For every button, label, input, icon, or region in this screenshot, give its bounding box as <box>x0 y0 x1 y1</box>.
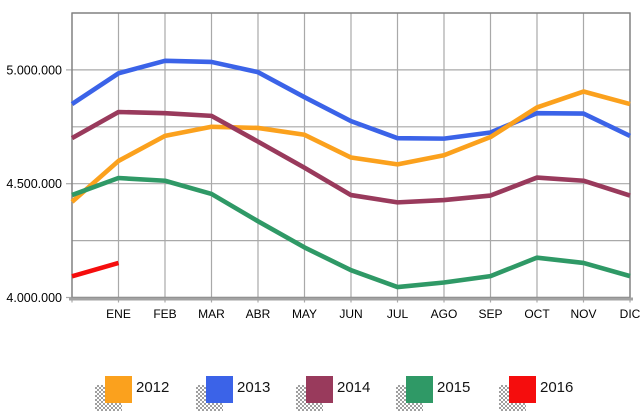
x-tick-label: MAR <box>198 307 225 321</box>
legend-swatch-shadow <box>196 385 223 411</box>
legend-swatch-2012 <box>105 376 132 403</box>
series-line-2012 <box>70 89 631 204</box>
x-tick-label: JUN <box>339 307 362 321</box>
legend-label: 2012 <box>136 379 170 396</box>
legend-label: 2015 <box>437 379 471 396</box>
x-tick-label: ABR <box>246 307 271 321</box>
x-tick-label: OCT <box>524 307 550 321</box>
legend-swatch-2013 <box>206 376 233 403</box>
series-line-2016 <box>71 260 120 279</box>
legend-item-2012: 2012 <box>95 376 195 411</box>
x-tick-label: AGO <box>431 307 458 321</box>
legend-swatch-2015 <box>406 376 433 403</box>
x-tick-label: SEP <box>478 307 502 321</box>
legend-item-2013: 2013 <box>196 376 296 411</box>
legend-swatch-shadow <box>296 385 323 411</box>
x-tick-label: MAY <box>292 307 317 321</box>
series-line-2014 <box>70 109 631 205</box>
x-tick-label: JUL <box>387 307 409 321</box>
legend-swatch-shadow <box>396 385 423 411</box>
legend-swatch-2014 <box>306 376 333 403</box>
y-tick-label: 4.500.000 <box>6 177 62 191</box>
y-tick-label: 4.000.000 <box>6 291 62 305</box>
legend-item-2014: 2014 <box>296 376 396 411</box>
legend-label: 2014 <box>337 379 371 396</box>
series-line-2013 <box>70 58 631 141</box>
line-chart: ENE FEB MAR ABR MAY JUN JUL AGO SEP OCT NOV DIC 4.00… <box>6 12 641 321</box>
legend-swatch-2016 <box>509 376 536 403</box>
legend-label: 2016 <box>540 379 574 396</box>
series-line-2015 <box>71 175 631 290</box>
legend-label: 2013 <box>237 379 271 396</box>
x-tick-label: DIC <box>620 307 641 321</box>
legend-swatch-shadow <box>95 385 122 411</box>
legend-swatch-shadow <box>499 385 526 411</box>
legend-item-2015: 2015 <box>396 376 496 411</box>
x-tick-label: NOV <box>570 307 596 321</box>
x-tick-label: ENE <box>106 307 131 321</box>
y-tick-label: 5.000.000 <box>6 63 62 77</box>
legend-item-2016: 2016 <box>499 376 599 411</box>
x-tick-label: FEB <box>153 307 176 321</box>
